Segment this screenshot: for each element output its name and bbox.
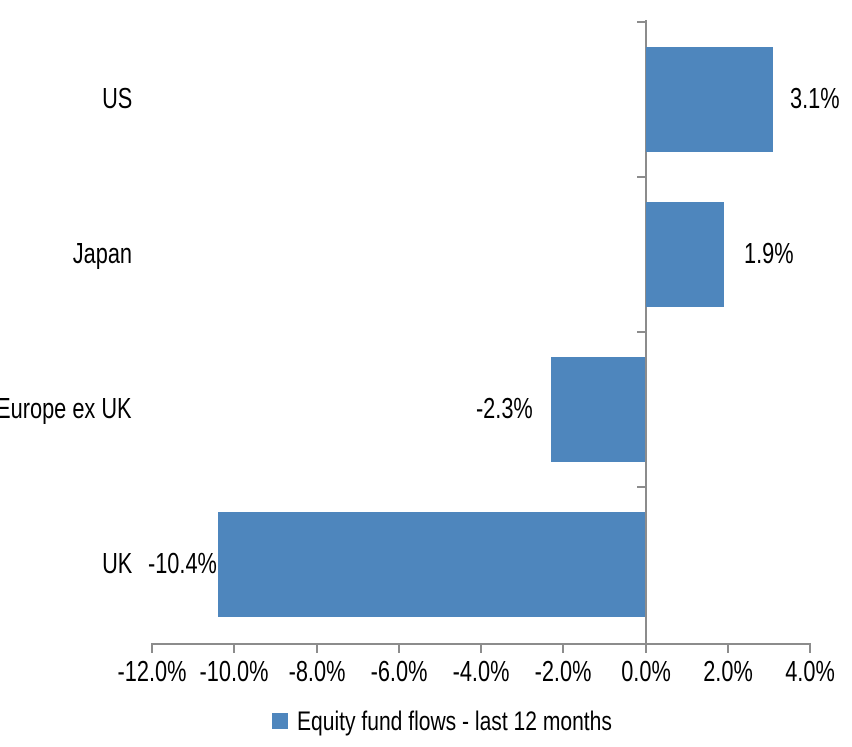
x-tick-label: -6.0% bbox=[370, 656, 428, 688]
category-label-us: US bbox=[101, 82, 132, 115]
data-label-europe-ex-uk: -2.3% bbox=[476, 392, 533, 425]
bar-europe-ex-uk bbox=[550, 357, 646, 462]
x-tick bbox=[480, 645, 482, 653]
x-tick bbox=[315, 645, 318, 653]
bar-uk bbox=[217, 512, 646, 617]
x-tick-label: -8.0% bbox=[288, 656, 345, 688]
y-tick bbox=[636, 176, 645, 178]
x-tick bbox=[809, 645, 811, 653]
category-label-europe-ex-uk: Europe ex UK bbox=[0, 392, 132, 425]
data-label-uk: -10.4% bbox=[147, 547, 217, 580]
bar-us bbox=[645, 47, 773, 152]
x-tick bbox=[151, 645, 153, 653]
x-tick-label: 0.0% bbox=[620, 656, 671, 688]
x-tick-label: 4.0% bbox=[785, 656, 835, 688]
y-tick bbox=[636, 486, 645, 488]
category-label-japan: Japan bbox=[72, 237, 132, 270]
x-tick-label: 2.0% bbox=[702, 656, 753, 688]
legend-label: Equity fund flows - last 12 months bbox=[297, 706, 612, 736]
x-tick-label: -12.0% bbox=[117, 656, 187, 688]
category-label-uk: UK bbox=[101, 547, 132, 580]
x-tick-label: -4.0% bbox=[452, 656, 510, 688]
y-tick bbox=[636, 21, 645, 23]
x-tick bbox=[233, 645, 236, 653]
y-axis-line bbox=[644, 20, 647, 645]
y-tick bbox=[636, 331, 645, 333]
x-tick bbox=[644, 645, 647, 653]
data-label-japan: 1.9% bbox=[743, 237, 794, 270]
x-tick bbox=[397, 645, 400, 653]
x-axis-line bbox=[151, 643, 811, 645]
legend-swatch-icon bbox=[272, 713, 288, 729]
bar-japan bbox=[645, 202, 724, 307]
x-tick-label: -2.0% bbox=[534, 656, 592, 688]
data-label-us: 3.1% bbox=[789, 82, 840, 115]
x-tick-label: -10.0% bbox=[199, 656, 269, 688]
x-tick bbox=[726, 645, 729, 653]
x-tick bbox=[562, 645, 565, 653]
